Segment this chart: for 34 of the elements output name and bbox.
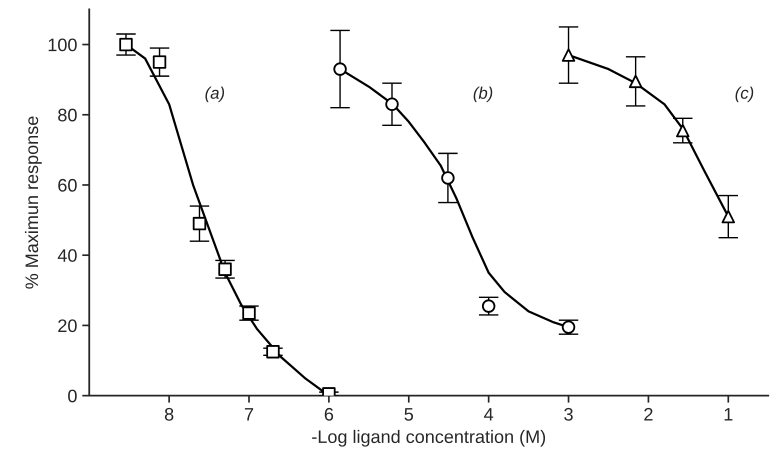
point bbox=[562, 48, 576, 62]
y-tick-label: 20 bbox=[58, 319, 77, 332]
point bbox=[266, 345, 280, 358]
annotation: (c) bbox=[736, 86, 754, 102]
y-axis-title: % Maximun response bbox=[24, 116, 42, 289]
point bbox=[562, 320, 576, 334]
x-tick-label: 1 bbox=[724, 408, 732, 421]
point bbox=[242, 306, 256, 320]
point bbox=[333, 62, 347, 76]
point bbox=[482, 299, 496, 313]
point bbox=[385, 98, 399, 111]
point bbox=[192, 216, 206, 230]
annotation: (b) bbox=[474, 86, 492, 102]
x-tick-label: 2 bbox=[644, 408, 653, 421]
x-tick-label: 8 bbox=[164, 408, 174, 421]
point bbox=[676, 124, 690, 138]
point bbox=[628, 74, 642, 88]
x-tick-label: 6 bbox=[324, 408, 334, 421]
x-tick-label: 4 bbox=[484, 408, 494, 421]
x-tick-label: 5 bbox=[404, 408, 414, 421]
point bbox=[722, 210, 736, 224]
y-tick-label: 100 bbox=[48, 38, 77, 52]
x-tick-label: 7 bbox=[244, 408, 254, 421]
point bbox=[119, 38, 133, 52]
y-tick-label: 60 bbox=[58, 178, 77, 192]
x-tick-label: 3 bbox=[564, 408, 573, 421]
point bbox=[441, 171, 455, 185]
x-axis-title: -Log ligand concentration (M) bbox=[312, 430, 546, 447]
y-tick-label: 0 bbox=[68, 390, 77, 402]
point bbox=[218, 262, 232, 276]
point bbox=[152, 55, 166, 69]
y-tick-label: 40 bbox=[58, 249, 77, 262]
y-tick-label: 80 bbox=[58, 108, 77, 122]
annotation: (a) bbox=[205, 86, 224, 102]
